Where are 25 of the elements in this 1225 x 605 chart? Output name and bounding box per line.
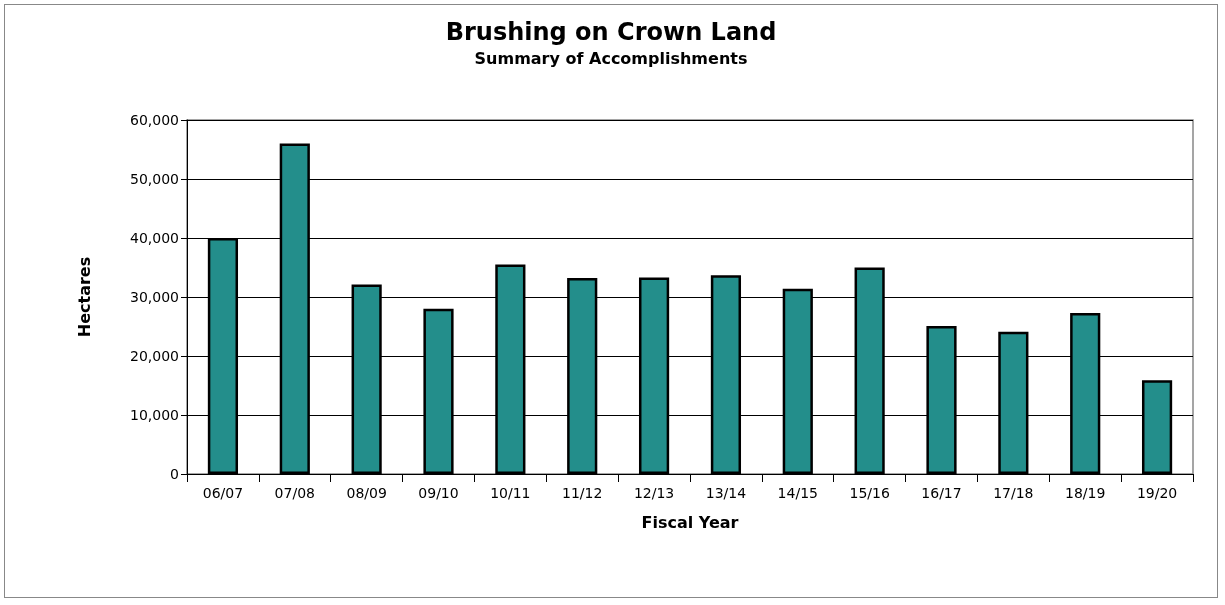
x-tick-label: 16/17: [921, 485, 962, 501]
y-tick-label: 50,000: [130, 171, 179, 187]
y-tick-label: 60,000: [130, 112, 179, 128]
x-tick-label: 19/20: [1136, 485, 1178, 501]
x-tick-label: 18/19: [1065, 485, 1106, 501]
y-tick-label: 0: [170, 466, 179, 482]
y-tick-label: 10,000: [130, 407, 179, 423]
x-tick-label: 11/12: [562, 485, 603, 501]
y-tick-label: 20,000: [130, 348, 179, 364]
x-tick-label: 13/14: [705, 485, 747, 501]
x-tick-label: 06/07: [202, 485, 244, 501]
chart-subtitle: Summary of Accomplishments: [474, 48, 748, 68]
y-tick-label: 30,000: [130, 289, 179, 305]
x-tick-label: 10/11: [490, 485, 531, 501]
chart-title: Brushing on Crown Land: [445, 18, 777, 46]
x-tick-label: 07/08: [274, 485, 315, 501]
x-tick-label: 08/09: [346, 485, 387, 501]
x-tick-label: 09/10: [418, 485, 459, 501]
x-tick-label: 12/13: [633, 485, 675, 501]
x-tick-label: 14/15: [777, 485, 818, 501]
y-axis-title: Hectares: [74, 256, 94, 338]
x-axis-title: Fiscal Year: [641, 512, 739, 532]
x-tick-label: 15/16: [849, 485, 890, 501]
y-tick-label: 40,000: [130, 230, 179, 246]
x-tick-label: 17/18: [993, 485, 1034, 501]
